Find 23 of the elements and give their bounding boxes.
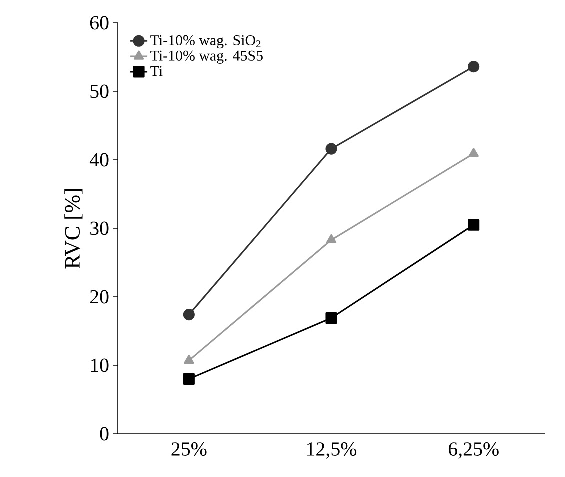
point [468,61,480,73]
point [326,234,337,244]
point [326,143,338,155]
point [468,148,479,158]
y-tick-label: 40 [90,153,109,167]
legend-label: Ti-10% wag. 45S5 [150,50,263,64]
point [468,219,480,231]
point [183,309,195,321]
point [183,373,195,385]
x-tick-label: 6,25% [448,442,499,459]
y-tick-label: 0 [100,427,109,441]
y-tick-label: 30 [90,222,109,236]
y-tick-label: 60 [90,16,109,30]
y-tick-label: 50 [90,84,109,98]
point [184,354,194,364]
y-axis-title: RVC [%] [64,189,83,269]
y-tick-label: 20 [90,290,109,304]
legend-label: Ti-10% wag. SiO$_{2}$ [150,35,261,49]
x-tick-label: 25% [172,442,207,456]
point [326,312,338,324]
x-tick-label: 12,5% [308,442,357,459]
legend-label: Ti [150,66,163,76]
y-tick-label: 10 [91,358,109,372]
